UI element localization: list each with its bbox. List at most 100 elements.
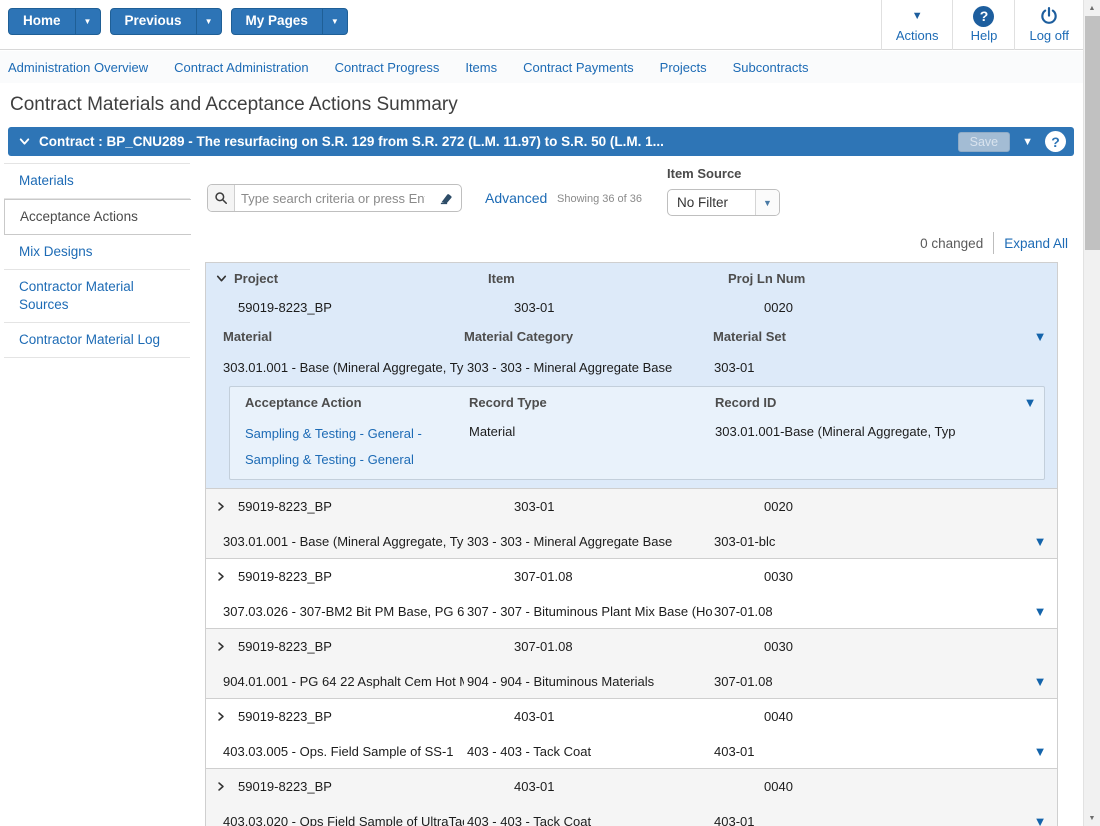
- sidebar-item-acceptance-actions[interactable]: Acceptance Actions: [4, 199, 191, 235]
- cell-material-category: 403 - 403 - Tack Coat: [467, 743, 592, 759]
- showing-count-text: Showing 36 of 36: [557, 193, 643, 205]
- sidebar-item-contractor-material-log[interactable]: Contractor Material Log: [4, 323, 190, 358]
- acceptance-actions-grid: Project Item Proj Ln Num 59019-8223_BP 3…: [205, 262, 1058, 826]
- column-header-acceptance-action: Acceptance Action: [245, 394, 362, 410]
- previous-dropdown-caret-icon[interactable]: ▼: [204, 17, 213, 26]
- row-actions-caret-icon[interactable]: ▼: [1033, 673, 1047, 689]
- my-pages-dropdown-caret-icon[interactable]: ▼: [330, 17, 339, 26]
- cell-item: 403-01: [514, 779, 555, 794]
- table-row[interactable]: 59019-8223_BP 307-01.08 0030 904.01.001 …: [206, 629, 1057, 699]
- actions-menu[interactable]: ▼ Actions: [880, 0, 953, 50]
- table-row[interactable]: Project Item Proj Ln Num 59019-8223_BP 3…: [206, 263, 1057, 489]
- my-pages-button[interactable]: My Pages ▼: [230, 8, 348, 35]
- column-header-material: Material: [223, 328, 273, 344]
- search-icon[interactable]: [208, 185, 235, 211]
- nav-link-subcontracts[interactable]: Subcontracts: [732, 59, 809, 75]
- cell-item: 303-01: [514, 499, 555, 514]
- scroll-up-icon[interactable]: ▲: [1088, 4, 1096, 12]
- nav-link-contract-administration[interactable]: Contract Administration: [174, 59, 309, 75]
- chevron-down-icon[interactable]: [18, 135, 31, 148]
- home-dropdown-caret-icon[interactable]: ▼: [83, 17, 92, 26]
- cell-item: 307-01.08: [514, 639, 573, 654]
- vertical-scrollbar[interactable]: ▲ ▼: [1083, 0, 1100, 826]
- home-button[interactable]: Home ▼: [8, 8, 101, 35]
- cell-proj-ln-num: 0030: [764, 639, 793, 654]
- cell-item: 403-01: [514, 709, 555, 724]
- cell-project: 59019-8223_BP: [238, 709, 332, 724]
- help-menu[interactable]: ? Help: [952, 0, 1014, 50]
- cell-material: 303.01.001 - Base (Mineral Aggregate, Ty…: [223, 533, 464, 549]
- row-actions-caret-icon[interactable]: ▼: [1033, 533, 1047, 549]
- acceptance-action-link[interactable]: Sampling & Testing - General - Sampling …: [245, 426, 422, 467]
- home-button-label[interactable]: Home: [23, 13, 61, 28]
- cell-record-id: 303.01.001-Base (Mineral Aggregate, Typ: [715, 424, 956, 439]
- chevron-right-icon[interactable]: [206, 570, 234, 583]
- column-header-material-category: Material Category: [464, 328, 574, 344]
- search-input[interactable]: [235, 185, 431, 211]
- cell-material: 403.03.020 - Ops Field Sample of UltraTa…: [223, 813, 464, 826]
- subrow-actions-caret-icon[interactable]: ▼: [1023, 394, 1037, 410]
- cell-material-category: 307 - 307 - Bituminous Plant Mix Base (H…: [467, 603, 713, 619]
- actions-label: Actions: [895, 28, 939, 43]
- table-row[interactable]: 59019-8223_BP 303-01 0020 303.01.001 - B…: [206, 489, 1057, 559]
- contract-bar-caret-icon[interactable]: ▼: [1022, 135, 1033, 148]
- changed-count-text: 0 changed: [920, 235, 984, 251]
- table-row[interactable]: 59019-8223_BP 403-01 0040 403.03.020 - O…: [206, 769, 1057, 826]
- cell-proj-ln-num: 0040: [764, 709, 793, 724]
- my-pages-button-label[interactable]: My Pages: [245, 13, 308, 28]
- nav-link-contract-payments[interactable]: Contract Payments: [523, 59, 634, 75]
- scrollbar-thumb[interactable]: [1085, 16, 1100, 250]
- column-header-item: Item: [488, 270, 515, 286]
- row-actions-caret-icon[interactable]: ▼: [1033, 603, 1047, 619]
- previous-button[interactable]: Previous ▼: [109, 8, 222, 35]
- nav-link-projects[interactable]: Projects: [659, 59, 707, 75]
- select-caret-icon[interactable]: ▼: [755, 190, 779, 215]
- cell-project: 59019-8223_BP: [238, 639, 332, 654]
- scroll-down-icon[interactable]: ▼: [1088, 814, 1096, 822]
- item-source-select[interactable]: No Filter ▼: [667, 189, 780, 216]
- cell-material-set: 303-01-blc: [714, 533, 776, 549]
- row-actions-caret-icon[interactable]: ▼: [1033, 328, 1047, 344]
- button-divider: [195, 9, 197, 34]
- nav-link-contract-progress[interactable]: Contract Progress: [334, 59, 440, 75]
- cell-project: 59019-8223_BP: [238, 499, 332, 514]
- sidebar-item-contractor-material-sources[interactable]: Contractor Material Sources: [4, 270, 190, 323]
- cell-material: 307.03.026 - 307-BM2 Bit PM Base, PG 64: [223, 603, 464, 619]
- table-row[interactable]: 59019-8223_BP 307-01.08 0030 307.03.026 …: [206, 559, 1057, 629]
- column-header-record-type: Record Type: [469, 394, 547, 410]
- cell-material-category: 904 - 904 - Bituminous Materials: [467, 673, 655, 689]
- previous-button-label[interactable]: Previous: [124, 13, 182, 28]
- cell-record-type: Material: [469, 424, 516, 439]
- chevron-right-icon[interactable]: [206, 710, 234, 723]
- chevron-right-icon[interactable]: [206, 640, 234, 653]
- button-divider: [321, 9, 323, 34]
- chevron-down-icon[interactable]: [206, 272, 234, 285]
- cell-project: 59019-8223_BP: [238, 779, 332, 794]
- logoff-menu[interactable]: Log off: [1014, 0, 1083, 50]
- cell-material: 303.01.001 - Base (Mineral Aggregate, Ty…: [223, 359, 464, 375]
- table-row[interactable]: 59019-8223_BP 403-01 0040 403.03.005 - O…: [206, 699, 1057, 769]
- row-actions-caret-icon[interactable]: ▼: [1033, 743, 1047, 759]
- sidebar-item-materials[interactable]: Materials: [4, 163, 190, 199]
- contract-header-bar[interactable]: Contract : BP_CNU289 - The resurfacing o…: [8, 127, 1074, 156]
- contract-bar-help-icon[interactable]: ?: [1045, 131, 1066, 152]
- expand-all-link[interactable]: Expand All: [1004, 235, 1068, 251]
- sidebar-item-mix-designs[interactable]: Mix Designs: [4, 235, 190, 270]
- chevron-right-icon[interactable]: [206, 780, 234, 793]
- cell-material-category: 403 - 403 - Tack Coat: [467, 813, 592, 826]
- cell-material: 403.03.005 - Ops. Field Sample of SS-1: [223, 743, 454, 759]
- nav-link-administration-overview[interactable]: Administration Overview: [8, 59, 149, 75]
- advanced-search-link[interactable]: Advanced: [485, 190, 548, 206]
- page-title: Contract Materials and Acceptance Action…: [10, 94, 458, 115]
- chevron-right-icon[interactable]: [206, 500, 234, 513]
- cell-proj-ln-num: 0040: [764, 779, 793, 794]
- save-button[interactable]: Save: [957, 131, 1011, 152]
- cell-proj-ln-num: 0020: [764, 299, 793, 315]
- logoff-label: Log off: [1029, 28, 1069, 43]
- main-panel: Advanced Showing 36 of 36 Item Source No…: [205, 160, 1068, 260]
- nav-link-items[interactable]: Items: [465, 59, 498, 75]
- clear-search-eraser-icon[interactable]: [431, 185, 461, 211]
- cell-material-set: 303-01: [714, 359, 755, 375]
- row-actions-caret-icon[interactable]: ▼: [1033, 813, 1047, 826]
